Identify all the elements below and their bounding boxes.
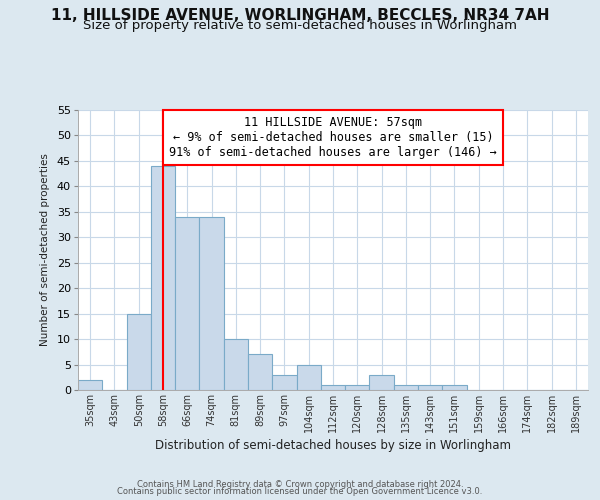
Bar: [78, 380, 102, 390]
Bar: [321, 385, 345, 390]
Text: 11 HILLSIDE AVENUE: 57sqm
← 9% of semi-detached houses are smaller (15)
91% of s: 11 HILLSIDE AVENUE: 57sqm ← 9% of semi-d…: [169, 116, 497, 158]
Text: Contains public sector information licensed under the Open Government Licence v3: Contains public sector information licen…: [118, 487, 482, 496]
Bar: [175, 217, 199, 390]
Bar: [345, 385, 370, 390]
Bar: [248, 354, 272, 390]
Text: Contains HM Land Registry data © Crown copyright and database right 2024.: Contains HM Land Registry data © Crown c…: [137, 480, 463, 489]
X-axis label: Distribution of semi-detached houses by size in Worlingham: Distribution of semi-detached houses by …: [155, 439, 511, 452]
Bar: [442, 385, 467, 390]
Bar: [224, 339, 248, 390]
Bar: [418, 385, 442, 390]
Bar: [199, 217, 224, 390]
Bar: [296, 364, 321, 390]
Text: Size of property relative to semi-detached houses in Worlingham: Size of property relative to semi-detach…: [83, 19, 517, 32]
Bar: [127, 314, 151, 390]
Bar: [370, 374, 394, 390]
Bar: [394, 385, 418, 390]
Bar: [151, 166, 175, 390]
Y-axis label: Number of semi-detached properties: Number of semi-detached properties: [40, 154, 50, 346]
Text: 11, HILLSIDE AVENUE, WORLINGHAM, BECCLES, NR34 7AH: 11, HILLSIDE AVENUE, WORLINGHAM, BECCLES…: [51, 8, 549, 22]
Bar: [272, 374, 296, 390]
